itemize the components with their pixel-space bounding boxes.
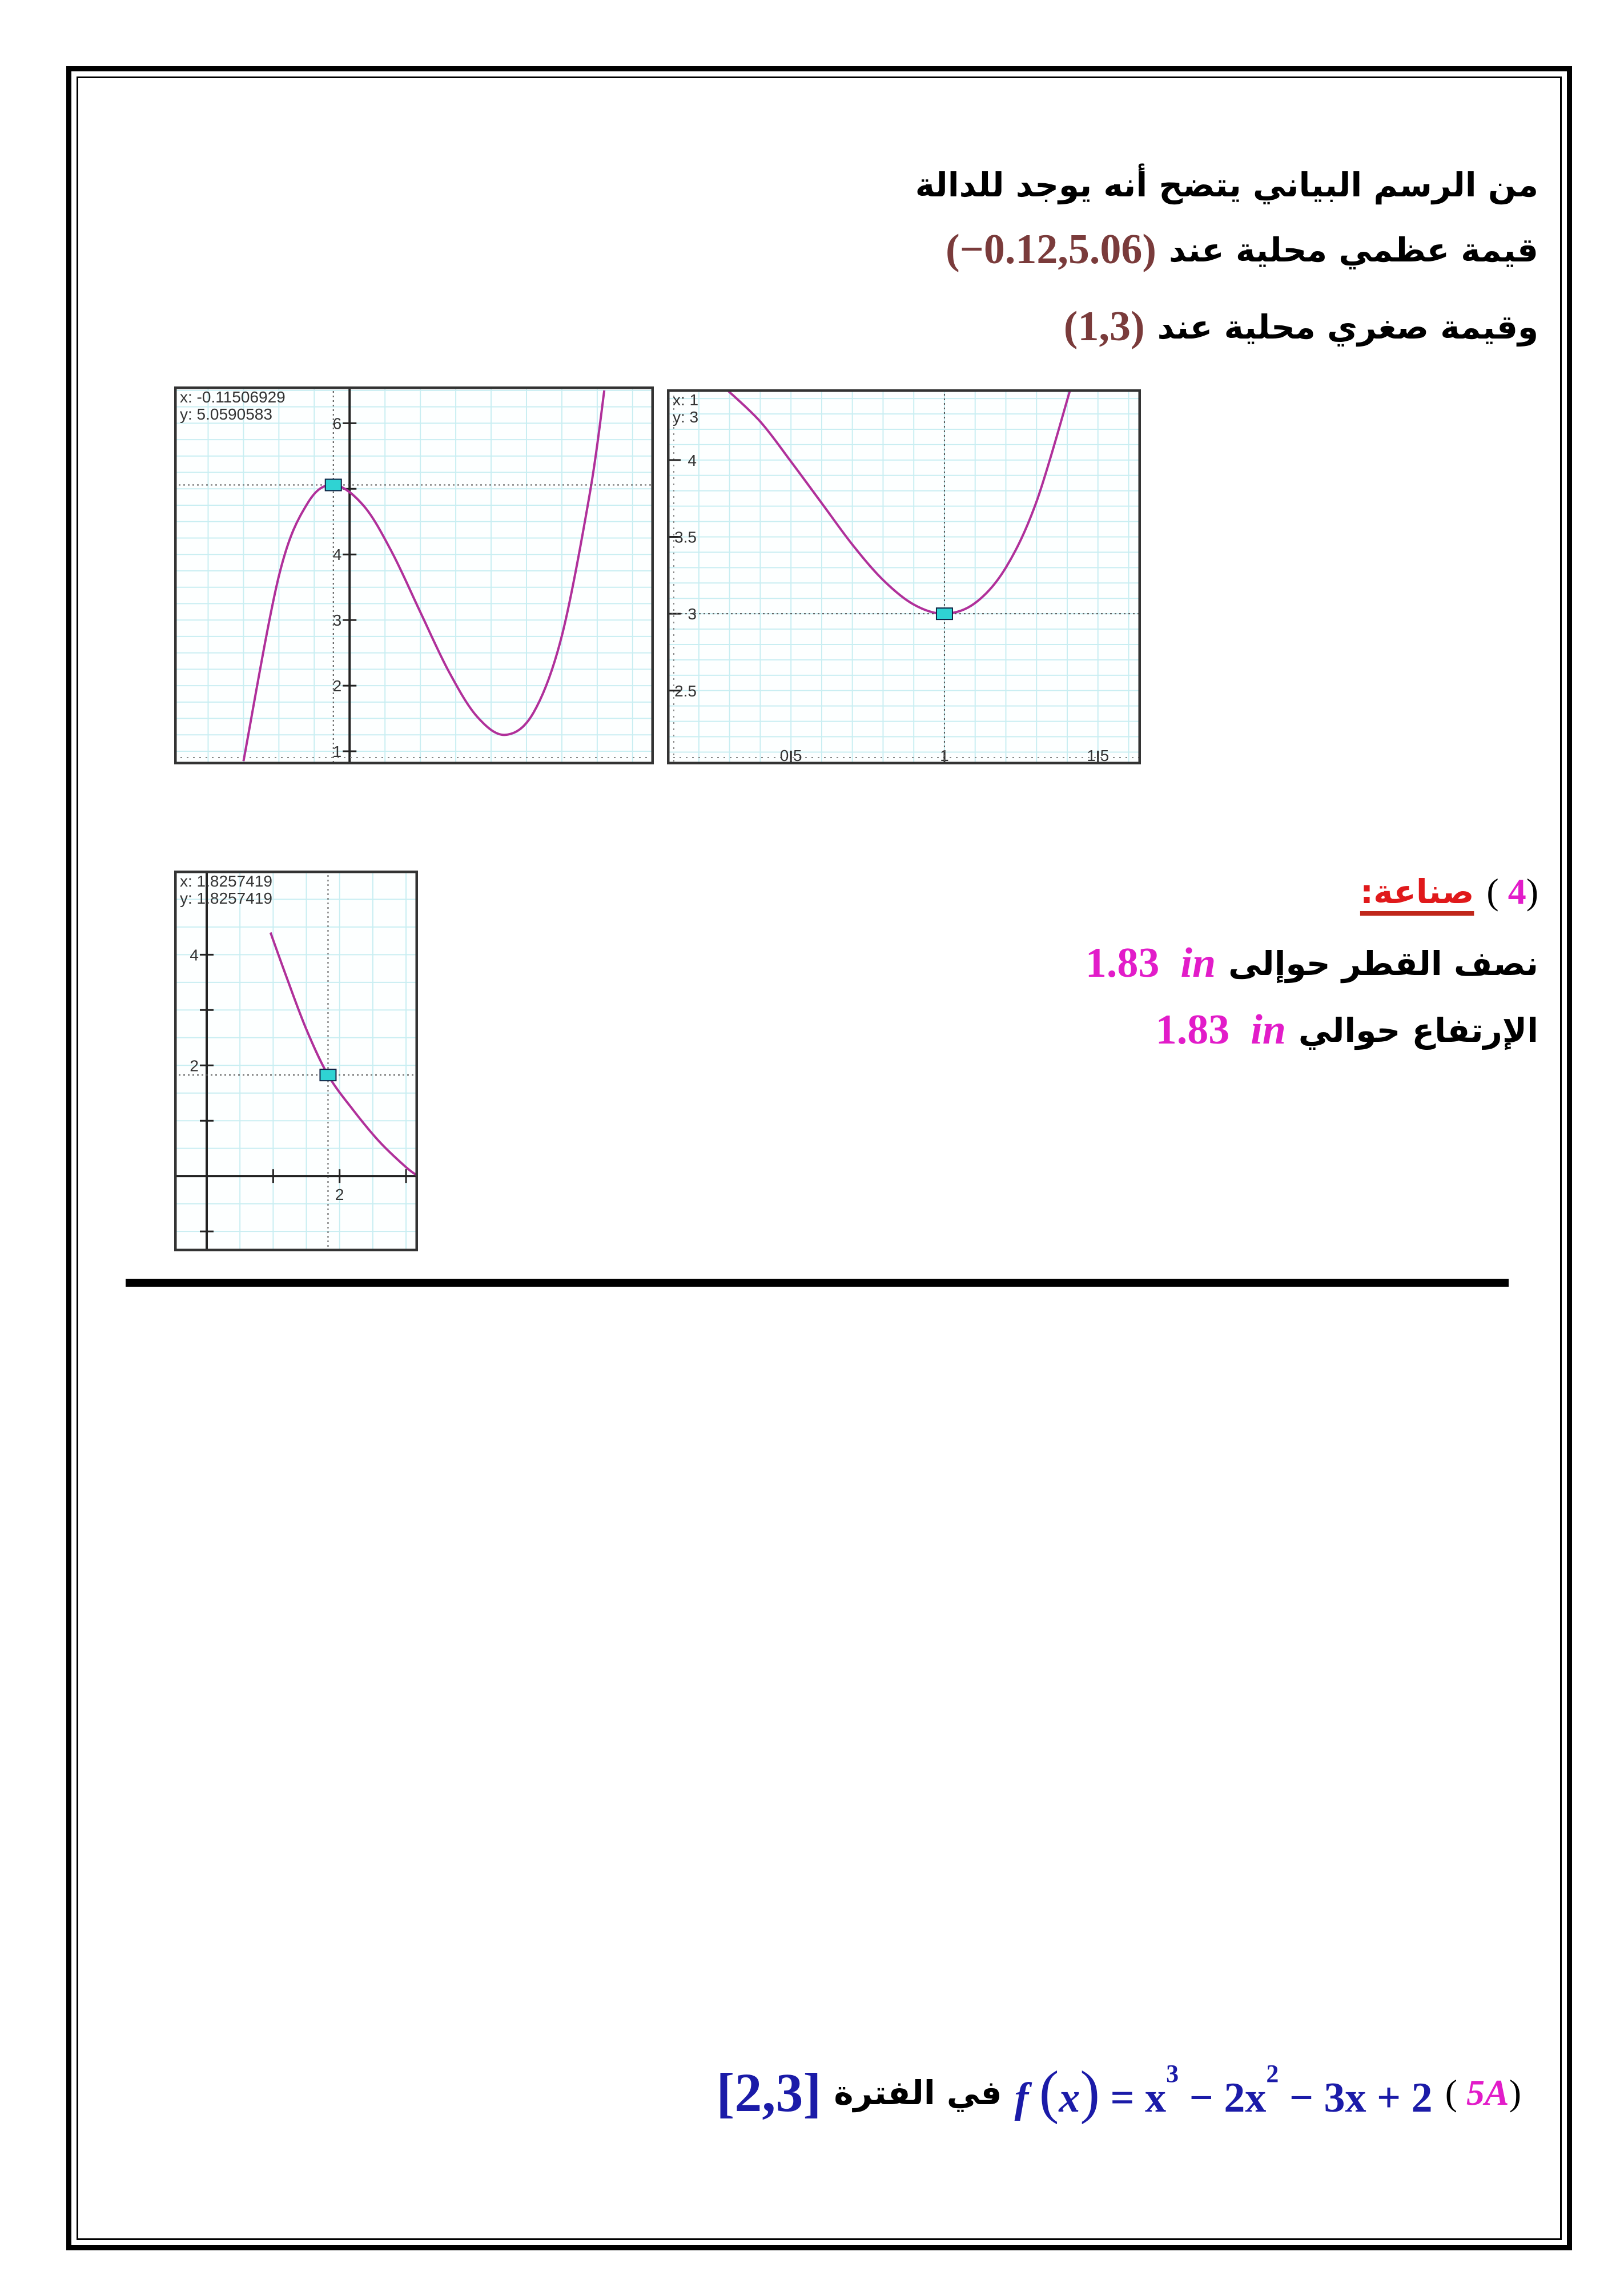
local-min-text: وقيمة صغري محلية عند	[1157, 307, 1538, 347]
page-border-inner	[77, 76, 1562, 2240]
y-tick-label: 3	[333, 611, 342, 629]
graph-border	[667, 389, 1141, 764]
x-tick-label: 1.5	[1087, 747, 1109, 764]
graph-border	[174, 871, 418, 1251]
function-name: f	[1014, 2075, 1029, 2121]
cursor-marker	[319, 1069, 337, 1082]
function-term: = x	[1110, 2075, 1167, 2121]
x-tick-label: 0.5	[780, 747, 802, 764]
y-tick-label: 3.5	[674, 528, 697, 546]
problem-4-heading-line: صناعة: ( 4)	[1360, 871, 1538, 913]
cursor-x-readout: x: -0.11506929	[180, 388, 286, 406]
function-curve	[269, 932, 418, 1177]
local-min-line: (1,3) وقيمة صغري محلية عند	[1064, 303, 1538, 351]
function-curve	[725, 389, 1072, 615]
local-max-text: قيمة عظمي محلية عند	[1168, 230, 1538, 269]
y-tick-label: 1	[333, 743, 342, 760]
height-unit: in	[1251, 1006, 1286, 1053]
problem-5a-number: 5A	[1466, 2072, 1509, 2113]
page-border-outer	[66, 66, 1572, 2250]
y-tick-label: 4	[688, 452, 697, 469]
interval-text: في الفترة	[834, 2073, 1002, 2112]
cursor-marker	[935, 607, 953, 621]
function-definition: f (x) = x3 − 2x2 − 3x + 2	[1014, 2059, 1433, 2125]
local-min-value: (1,3)	[1063, 303, 1145, 350]
exponent: 2	[1266, 2060, 1279, 2088]
problem-5a-line: [2,3] في الفترة f (x) = x3 − 2x2 − 3x + …	[716, 2059, 1521, 2125]
y-tick-label: 4	[333, 546, 342, 563]
x-tick-label: 2	[335, 1186, 344, 1203]
y-tick-label: 4	[190, 946, 199, 964]
radius-value-group: 1.83 in	[1086, 939, 1216, 988]
height-value-group: 1.83 in	[1156, 1006, 1286, 1054]
cursor-marker	[324, 478, 342, 492]
y-tick-label: 3	[688, 605, 697, 623]
minimum-zoom-graph: 2.533.540.511.5x: 1y: 3	[667, 389, 1141, 764]
interval-value: [2,3]	[716, 2062, 822, 2123]
conclusion-line: من الرسم البياني يتضح أنه يوجد للدالة	[915, 166, 1538, 204]
problem-5a-number-group: ( 5A)	[1445, 2072, 1521, 2113]
local-max-value: (−0.12,5.06)	[946, 226, 1156, 273]
problem-4-heading: صناعة:	[1360, 872, 1474, 911]
function-curve	[242, 390, 606, 762]
cursor-x-readout: x: 1.8257419	[180, 872, 272, 890]
height-value: 1.83	[1155, 1006, 1230, 1053]
radius-value: 1.83	[1085, 940, 1160, 986]
section-divider	[126, 1279, 1509, 1287]
y-tick-label: 6	[333, 414, 342, 432]
cursor-y-readout: y: 1.8257419	[180, 889, 272, 907]
graph-border	[174, 386, 654, 764]
cursor-x-readout: x: 1	[673, 391, 698, 409]
y-tick-label: 2	[190, 1057, 199, 1074]
cursor-y-readout: y: 5.0590583	[180, 405, 272, 423]
height-text: الإرتفاع حوالي	[1298, 1010, 1538, 1050]
exponent: 3	[1166, 2060, 1179, 2088]
function-arg: x	[1059, 2075, 1080, 2121]
radius-text: نصف القطر حوإلى	[1228, 944, 1538, 983]
cursor-y-readout: y: 3	[673, 408, 698, 426]
function-term: − 3x + 2	[1279, 2075, 1433, 2121]
radius-unit: in	[1180, 940, 1216, 986]
height-line: 1.83 in الإرتفاع حوالي	[1156, 1006, 1538, 1054]
problem-4-number: 4	[1508, 871, 1526, 912]
radius-line: 1.83 in نصف القطر حوإلى	[1086, 939, 1538, 988]
function-term: − 2x	[1179, 2075, 1267, 2121]
y-tick-label: 2.5	[674, 682, 697, 700]
y-tick-label: 2	[333, 677, 342, 695]
problem-4-number-group: ( 4)	[1486, 871, 1538, 912]
conclusion-text: من الرسم البياني يتضح أنه يوجد للدالة	[915, 166, 1538, 204]
local-max-line: (−0.12,5.06) قيمة عظمي محلية عند	[946, 225, 1538, 274]
